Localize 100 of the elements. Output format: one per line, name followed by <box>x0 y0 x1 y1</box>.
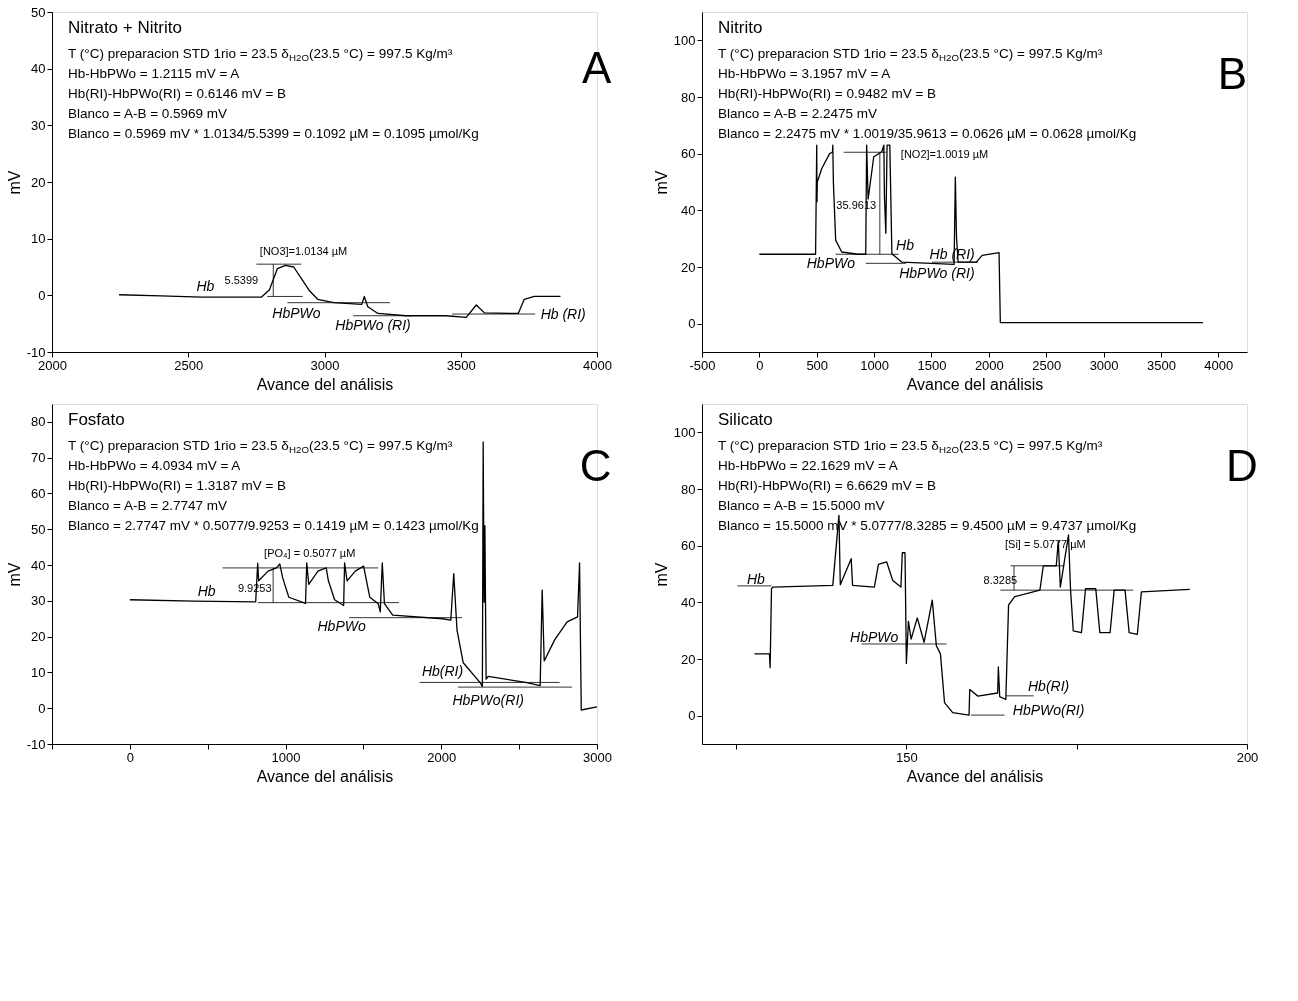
y-tick-label: -10 <box>26 736 46 752</box>
x-tick-label: 2500 <box>174 357 204 373</box>
y-tick-label: 60 <box>31 485 46 501</box>
annotation: Blanco = 2.7747 mV * 0.5077/9.9253 = 0.1419 µM = 0.1423 µmol/Kg <box>68 518 479 533</box>
annotation: Blanco = A-B = 2.2475 mV <box>718 106 878 121</box>
x-tick-label: 0 <box>756 357 764 373</box>
x-tick-label: 1000 <box>860 357 890 373</box>
x-tick-label: 150 <box>896 749 918 765</box>
text: B <box>1217 49 1247 98</box>
y-axis-title: mV <box>652 562 670 587</box>
y-axis-title: mV <box>5 170 23 195</box>
y-tick-label: 20 <box>31 174 46 190</box>
y-tick-label: 80 <box>681 89 696 105</box>
x-axis-title: Avance del análisis <box>906 767 1044 785</box>
annotation: Nitrito <box>718 18 763 37</box>
y-tick-label: 100 <box>673 32 696 48</box>
annotation: Nitrato + Nitrito <box>68 18 182 37</box>
y-tick-label: 70 <box>31 450 46 466</box>
annotation: 8.3285 <box>983 574 1018 587</box>
x-tick-label: 3000 <box>583 749 612 765</box>
y-tick-label: 20 <box>681 651 696 667</box>
annotation: Hb(RI) <box>421 663 464 680</box>
annotation: HbPWo <box>806 254 856 271</box>
x-axis-title: Avance del análisis <box>256 375 394 393</box>
annotation: HbPWo (RI) <box>335 316 411 333</box>
annotation: Hb <box>896 237 915 254</box>
y-tick-label: 40 <box>681 594 696 610</box>
y-tick-label: 40 <box>31 61 46 77</box>
y-tick-label: 30 <box>31 117 46 133</box>
y-tick-label: 20 <box>31 629 46 645</box>
x-tick-label: 0 <box>126 749 134 765</box>
annotation: [PO₄] = 0.5077 µM <box>264 546 356 559</box>
y-tick-label: 10 <box>31 664 46 680</box>
y-axis-title: mV <box>652 170 670 195</box>
annotation: Blanco = A-B = 2.7747 mV <box>68 498 228 513</box>
y-tick-label: 100 <box>673 424 696 440</box>
y-tick-label: 80 <box>681 481 696 497</box>
x-tick-label: 3500 <box>1146 357 1176 373</box>
y-tick-label: 60 <box>681 146 696 162</box>
annotation: Hb-HbPWo = 22.1629 mV = A <box>718 458 898 473</box>
y-tick-label: -10 <box>26 344 46 360</box>
annotation: Hb(RI) <box>1028 677 1070 694</box>
text: C <box>579 441 612 490</box>
annotation: Hb(RI)-HbPWo(RI) = 0.9482 mV = B <box>718 86 937 101</box>
text: D <box>1226 441 1258 490</box>
x-tick-label: 3500 <box>446 357 476 373</box>
annotation: Hb <box>747 570 766 587</box>
annotation: Hb <box>196 278 215 295</box>
annotation: HbPWo(RI) <box>1012 702 1085 719</box>
annotation: Hb(RI)-HbPWo(RI) = 6.6629 mV = B <box>718 478 937 493</box>
x-tick-label: 500 <box>806 357 829 373</box>
x-tick-label: 3000 <box>1089 357 1119 373</box>
x-axis-title: Avance del análisis <box>906 375 1044 393</box>
y-tick-label: 10 <box>31 231 46 247</box>
annotation: Blanco = 2.2475 mV * 1.0019/35.9613 = 0.0626 µM = 0.0628 µmol/Kg <box>718 126 1137 141</box>
annotation: Hb-HbPWo = 1.2115 mV = A <box>68 66 240 81</box>
annotation: Hb <box>197 582 216 599</box>
annotation: HbPWo <box>317 618 366 635</box>
x-tick-label: 4000 <box>583 357 612 373</box>
y-tick-label: 60 <box>681 538 696 554</box>
x-tick-label: 1000 <box>271 749 301 765</box>
annotation: [NO2]=1.0019 µM <box>900 148 989 161</box>
y-tick-label: 30 <box>31 593 46 609</box>
annotation: [NO3]=1.0134 µM <box>259 244 348 257</box>
annotation: Silicato <box>718 410 773 429</box>
y-tick-label: 20 <box>681 259 696 275</box>
annotation: Hb-HbPWo = 4.0934 mV = A <box>68 458 241 473</box>
x-tick-label: 3000 <box>310 357 340 373</box>
annotation: Fosfato <box>68 410 125 429</box>
y-tick-label: 0 <box>38 287 46 303</box>
annotation: Blanco = 0.5969 mV * 1.0134/5.5399 = 0.1092 µM = 0.1095 µmol/Kg <box>68 126 479 141</box>
x-tick-label: 2000 <box>427 749 457 765</box>
y-tick-label: 40 <box>681 202 696 218</box>
x-tick-label: 2000 <box>974 357 1004 373</box>
annotation: Hb(RI)-HbPWo(RI) = 1.3187 mV = B <box>68 478 287 493</box>
y-tick-label: 50 <box>31 4 46 20</box>
annotation: HbPWo(RI) <box>452 692 524 709</box>
text: A <box>582 43 613 92</box>
annotation: HbPWo <box>272 304 321 321</box>
annotation: Blanco = A-B = 0.5969 mV <box>68 106 228 121</box>
x-tick-label: 4000 <box>1204 357 1234 373</box>
y-tick-label: 80 <box>31 414 46 430</box>
annotation: HbPWo (RI) <box>899 265 975 282</box>
annotation: HbPWo <box>850 628 899 645</box>
y-axis-title: mV <box>5 562 23 587</box>
y-tick-label: 0 <box>688 708 696 724</box>
y-tick-label: 0 <box>688 316 696 332</box>
x-tick-label: -500 <box>689 357 716 373</box>
x-tick-label: 2000 <box>38 357 67 373</box>
x-tick-label: 1500 <box>917 357 947 373</box>
y-tick-label: 40 <box>31 557 46 573</box>
x-tick-label: 200 <box>1236 749 1259 765</box>
annotation: 5.5399 <box>224 274 259 287</box>
x-tick-label: 2500 <box>1032 357 1062 373</box>
annotation: Hb(RI)-HbPWo(RI) = 0.6146 mV = B <box>68 86 287 101</box>
x-axis-title: Avance del análisis <box>256 767 394 785</box>
y-tick-label: 0 <box>38 700 46 716</box>
annotation: Hb-HbPWo = 3.1957 mV = A <box>718 66 891 81</box>
annotation: Hb (RI) <box>540 306 586 323</box>
annotation: Blanco = A-B = 15.5000 mV <box>718 498 885 513</box>
